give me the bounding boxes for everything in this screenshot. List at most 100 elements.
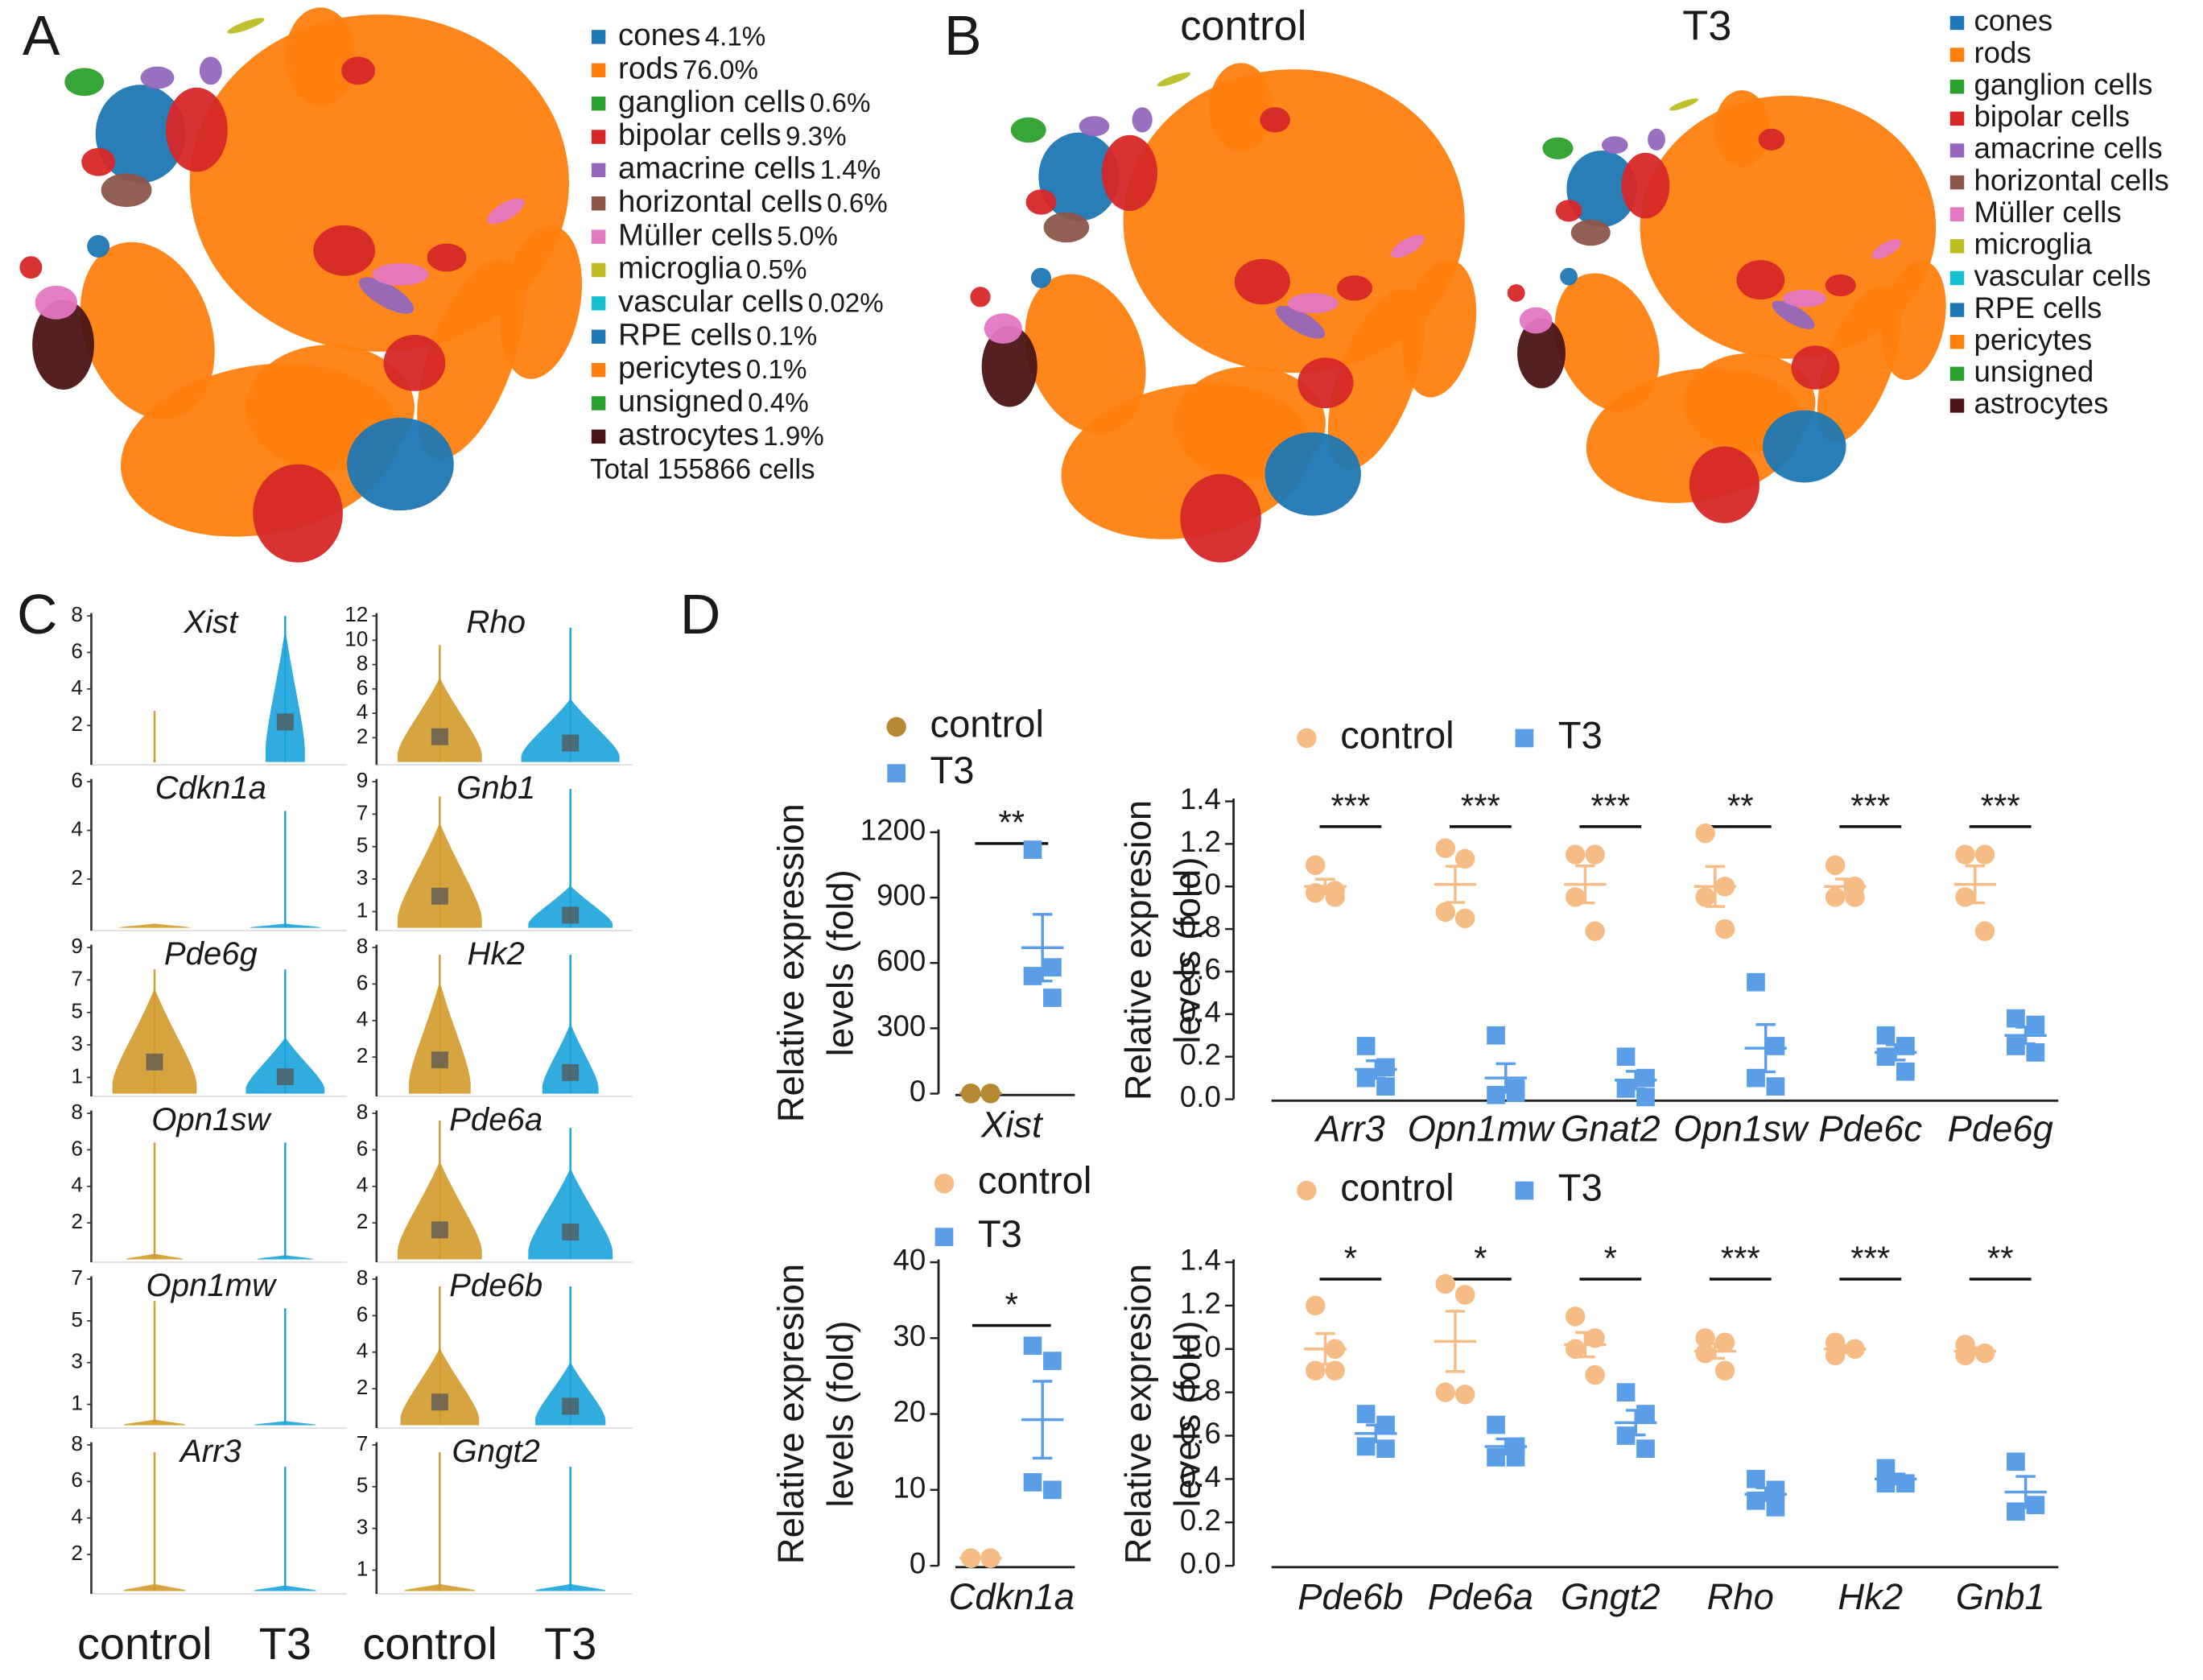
tsne-cluster (1507, 284, 1525, 302)
tsne-cluster (487, 198, 525, 225)
data-point (1616, 1383, 1636, 1401)
legend-label: unsigned (1974, 355, 2094, 388)
data-point (1356, 1405, 1376, 1423)
data-point (1585, 1364, 1605, 1385)
y-tick-label: 8 (357, 934, 369, 958)
x-tick-label: Pde6a (1428, 1576, 1533, 1617)
legend-swatch (1949, 398, 1965, 413)
tsne-cluster (1601, 136, 1628, 155)
y-axis-label: Relative expresion (1117, 1264, 1158, 1564)
y-tick-label: 30 (893, 1319, 926, 1352)
y-tick-label: 10 (344, 626, 368, 650)
y-tick-label: 0.2 (1180, 1038, 1221, 1071)
data-point (1747, 972, 1765, 992)
y-axis-label: Relative expression (770, 803, 811, 1122)
significance-label: ** (998, 803, 1025, 841)
legend-swatch (591, 163, 606, 178)
data-point (1636, 1439, 1655, 1458)
y-tick-label: 12 (344, 602, 368, 626)
violin (397, 677, 482, 762)
legend-label: ganglion cells (618, 85, 806, 119)
y-tick-label: 4 (71, 675, 83, 700)
legend-label: T3 (1558, 713, 1603, 756)
legend-percent: 0.4% (748, 388, 809, 418)
violin (397, 1161, 482, 1260)
data-point (1636, 1405, 1655, 1423)
significance-label: * (1005, 1286, 1018, 1323)
data-point (2026, 1015, 2045, 1034)
data-point (1487, 1415, 1505, 1434)
violin (254, 1585, 316, 1591)
tsne-cluster (1517, 318, 1566, 389)
violin-box (562, 734, 580, 752)
significance-label: ** (1727, 786, 1754, 824)
tsne-cluster (1391, 234, 1425, 258)
tsne-cluster (1566, 150, 1637, 228)
y-tick-label: 3 (357, 865, 369, 890)
y-tick-label: 2 (357, 724, 369, 748)
data-point (1454, 1285, 1475, 1305)
data-point (1454, 908, 1475, 929)
data-point (1023, 1336, 1042, 1356)
legend-swatch (1949, 303, 1965, 317)
tsne-cluster (1817, 286, 1901, 443)
tsne-cluster (199, 56, 222, 85)
y-tick-label: 6 (71, 768, 83, 792)
tsne-cluster (1714, 90, 1770, 167)
tsne-cluster (1621, 152, 1670, 219)
y-tick-label: 8 (71, 1431, 83, 1455)
tsne-cluster (984, 313, 1022, 344)
tsne-cluster (253, 464, 343, 563)
x-tick-label: Gngt2 (1561, 1576, 1661, 1617)
tsne-cluster (1180, 473, 1261, 563)
data-point (1876, 1026, 1896, 1045)
violin-box (431, 1393, 448, 1411)
y-tick-label: 300 (877, 1009, 926, 1042)
y-tick-label: 8 (357, 1100, 369, 1124)
tsne-cluster (359, 277, 415, 314)
y-axis-label: levels (fold) (819, 869, 860, 1056)
data-point (1306, 855, 1326, 876)
tsne-cluster (1782, 289, 1827, 308)
y-tick-label: 1 (71, 1063, 83, 1088)
y-tick-label: 8 (71, 602, 83, 626)
y-tick-label: 20 (893, 1395, 926, 1428)
data-point (1695, 887, 1715, 907)
legend-label: T3 (930, 749, 975, 791)
data-point (1376, 1077, 1395, 1096)
data-point (1565, 1306, 1586, 1327)
data-point (1454, 848, 1475, 869)
y-tick-label: 5 (357, 833, 369, 857)
tsne-cluster (1337, 275, 1373, 301)
data-point (1876, 1047, 1896, 1067)
data-point (1825, 1345, 1846, 1366)
legend-swatch (591, 196, 606, 211)
tsne-cluster (1264, 431, 1361, 516)
tsne-cluster (87, 235, 110, 258)
data-point (1974, 844, 1995, 865)
y-tick-label: 8 (357, 651, 369, 675)
legend-percent: 5.0% (777, 222, 838, 252)
violin (408, 980, 471, 1094)
legend-swatch (1949, 239, 1965, 254)
legend-label: horizontal cells (618, 184, 823, 219)
legend-label: RPE cells (618, 317, 752, 352)
y-tick-label: 4 (71, 816, 83, 840)
violin (542, 1023, 599, 1094)
legend-marker (934, 1174, 955, 1194)
panel-label: A (23, 4, 60, 67)
data-point (1714, 1332, 1735, 1352)
legend-percent: 76.0% (683, 56, 758, 85)
x-tick-label: Xist (980, 1104, 1044, 1145)
violin-box (431, 1221, 448, 1239)
tsne-cluster (1275, 305, 1326, 339)
legend-swatch (591, 262, 606, 278)
data-point (1435, 902, 1455, 923)
violin-box (431, 1051, 448, 1069)
legend-percent: 0.5% (746, 255, 807, 285)
y-tick-label: 6 (357, 1136, 369, 1160)
data-point (1487, 1026, 1505, 1045)
tsne-cluster (1555, 200, 1582, 222)
data-point (1435, 1382, 1455, 1402)
